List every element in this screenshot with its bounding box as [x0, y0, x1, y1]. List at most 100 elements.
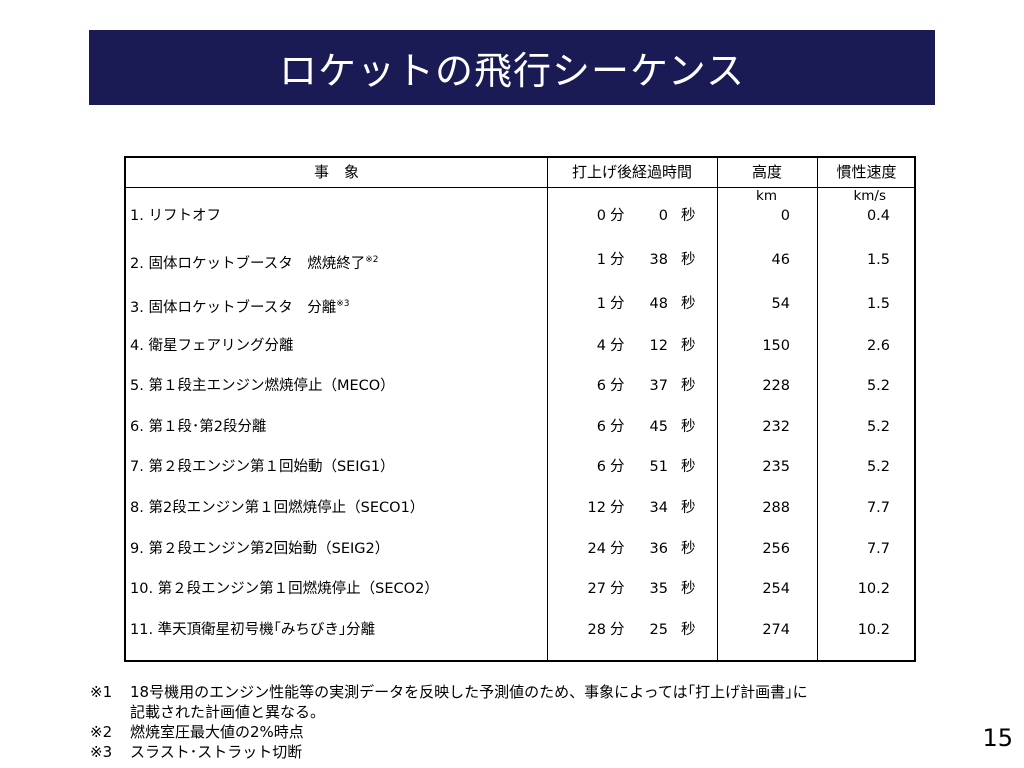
elapsed-minutes: 6	[596, 419, 606, 435]
column-divider	[547, 158, 548, 660]
footnotes: ※1 18号機用のエンジン性能等の実測データを反映した予測値のため、事象によって…	[90, 682, 808, 762]
table-header-row: 事 象 打上げ後経過時間 高度 慣性速度	[126, 158, 914, 188]
footnote-continuation: 記載された計画値と異なる。	[130, 703, 326, 721]
footnote-text: 18号機用のエンジン性能等の実測データを反映した予測値のため、事象によっては｢打…	[130, 683, 808, 701]
minutes-unit: 分	[610, 541, 625, 557]
minutes-unit: 分	[610, 378, 625, 394]
column-divider	[817, 158, 818, 660]
elapsed-minutes: 1	[596, 252, 606, 268]
seconds-unit: 秒	[681, 500, 696, 516]
footnote-mark: ※2	[90, 723, 113, 741]
event-label: 2. 固体ロケットブースタ 燃焼終了※2	[130, 255, 379, 272]
seconds-unit: 秒	[681, 252, 696, 268]
seconds-unit: 秒	[681, 541, 696, 557]
velocity-value: 7.7	[866, 500, 890, 516]
footnote-text: 燃焼室圧最大値の2%時点	[130, 723, 304, 741]
velocity-value: 10.2	[857, 622, 890, 638]
event-label: 11. 準天頂衛星初号機｢みちびき｣分離	[130, 622, 376, 638]
seconds-unit: 秒	[681, 622, 696, 638]
elapsed-seconds: 34	[649, 500, 668, 516]
footnote: ※2 燃焼室圧最大値の2%時点	[90, 722, 808, 742]
elapsed-seconds: 48	[649, 296, 668, 312]
seconds-unit: 秒	[681, 378, 696, 394]
elapsed-minutes: 6	[596, 378, 606, 394]
footnote: ※3 スラスト･ストラット切断	[90, 742, 808, 762]
elapsed-seconds: 45	[649, 419, 668, 435]
page-number: 15	[982, 724, 1013, 752]
elapsed-seconds: 12	[649, 338, 668, 354]
velocity-value: 2.6	[866, 338, 890, 354]
minutes-unit: 分	[610, 296, 625, 312]
minutes-unit: 分	[610, 419, 625, 435]
altitude-value: 254	[762, 581, 790, 597]
elapsed-seconds: 0	[658, 208, 668, 224]
altitude-value: 228	[762, 378, 790, 394]
elapsed-minutes: 27	[587, 581, 606, 597]
event-label: 1. リフトオフ	[130, 208, 221, 224]
header-altitude: 高度	[751, 163, 782, 181]
velocity-value: 7.7	[866, 541, 890, 557]
event-label: 9. 第２段エンジン第2回始動（SEIG2）	[130, 541, 390, 557]
footnote-mark: ※1	[90, 683, 113, 701]
velocity-value: 5.2	[866, 459, 890, 475]
footnote-ref: ※3	[336, 299, 350, 309]
elapsed-minutes: 4	[596, 338, 606, 354]
event-label: 8. 第2段エンジン第１回燃焼停止（SECO1）	[130, 500, 425, 516]
altitude-value: 274	[762, 622, 790, 638]
seconds-unit: 秒	[681, 459, 696, 475]
velocity-value: 1.5	[866, 252, 890, 268]
elapsed-minutes: 1	[596, 296, 606, 312]
footnote-mark: ※3	[90, 743, 113, 761]
elapsed-seconds: 35	[649, 581, 668, 597]
minutes-unit: 分	[610, 459, 625, 475]
event-label: 3. 固体ロケットブースタ 分離※3	[130, 299, 350, 316]
footnote: ※1 18号機用のエンジン性能等の実測データを反映した予測値のため、事象によって…	[90, 682, 808, 702]
minutes-unit: 分	[610, 208, 625, 224]
minutes-unit: 分	[610, 252, 625, 268]
event-label: 5. 第１段主エンジン燃焼停止（MECO）	[130, 378, 395, 394]
elapsed-minutes: 24	[587, 541, 606, 557]
event-label: 6. 第１段･第2段分離	[130, 419, 267, 435]
column-divider	[717, 158, 718, 660]
elapsed-minutes: 0	[596, 208, 606, 224]
seconds-unit: 秒	[681, 296, 696, 312]
minutes-unit: 分	[610, 622, 625, 638]
header-event: 事 象	[313, 163, 359, 181]
header-elapsed-time: 打上げ後経過時間	[571, 163, 692, 181]
altitude-value: 256	[762, 541, 790, 557]
velocity-unit: km/s	[853, 188, 886, 204]
event-label: 4. 衛星フェアリング分離	[130, 338, 294, 354]
velocity-value: 5.2	[866, 419, 890, 435]
elapsed-seconds: 25	[649, 622, 668, 638]
altitude-value: 232	[762, 419, 790, 435]
elapsed-minutes: 12	[587, 500, 606, 516]
velocity-value: 0.4	[866, 208, 890, 224]
seconds-unit: 秒	[681, 581, 696, 597]
header-velocity: 慣性速度	[836, 163, 897, 181]
event-label: 7. 第２段エンジン第１回始動（SEIG1）	[130, 459, 395, 475]
velocity-value: 1.5	[866, 296, 890, 312]
seconds-unit: 秒	[681, 419, 696, 435]
altitude-value: 46	[771, 252, 790, 268]
footnote-ref: ※2	[365, 255, 379, 265]
footnote-text: スラスト･ストラット切断	[130, 743, 303, 761]
elapsed-minutes: 6	[596, 459, 606, 475]
elapsed-seconds: 51	[649, 459, 668, 475]
altitude-value: 0	[780, 208, 790, 224]
altitude-value: 150	[762, 338, 790, 354]
altitude-value: 288	[762, 500, 790, 516]
slide-title: ロケットの飛行シーケンス	[89, 30, 935, 105]
minutes-unit: 分	[610, 500, 625, 516]
minutes-unit: 分	[610, 338, 625, 354]
elapsed-seconds: 37	[649, 378, 668, 394]
altitude-unit: km	[756, 188, 777, 204]
altitude-value: 54	[771, 296, 790, 312]
event-label: 10. 第２段エンジン第１回燃焼停止（SECO2）	[130, 581, 439, 597]
velocity-value: 5.2	[866, 378, 890, 394]
altitude-value: 235	[762, 459, 790, 475]
flight-sequence-table: 事 象 打上げ後経過時間 高度 慣性速度 km km/s 1. リフトオフ 0 分 0…	[124, 156, 916, 662]
elapsed-seconds: 38	[649, 252, 668, 268]
elapsed-seconds: 36	[649, 541, 668, 557]
elapsed-minutes: 28	[587, 622, 606, 638]
seconds-unit: 秒	[681, 338, 696, 354]
